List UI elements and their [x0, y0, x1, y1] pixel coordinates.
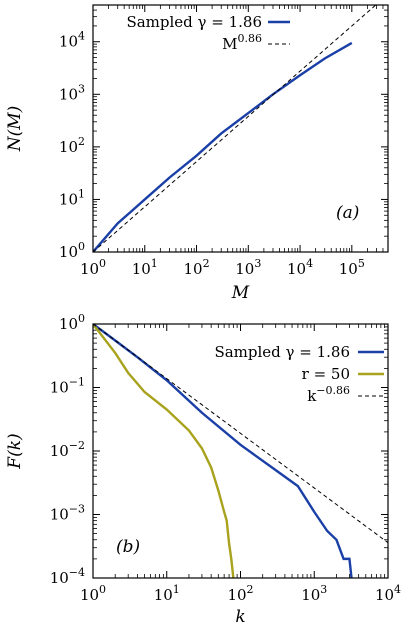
x-tick-label: 101 [132, 257, 158, 278]
y-tick-label: 10−4 [50, 566, 85, 587]
y-axis-label: F(k) [5, 433, 25, 469]
y-tick-label: 104 [59, 30, 85, 51]
x-axis-label: M [231, 283, 250, 303]
x-tick-label: 102 [227, 583, 253, 604]
series-line-1 [93, 5, 377, 252]
legend-label-1: r = 50 [302, 365, 350, 383]
y-tick-label: 10−3 [50, 503, 85, 524]
plot-frame [92, 4, 389, 253]
y-tick-label: 100 [59, 312, 85, 333]
series-line-1 [93, 324, 235, 578]
x-tick-label: 105 [339, 257, 365, 278]
x-tick-label: 103 [301, 583, 327, 604]
panel-label: (a) [336, 203, 359, 223]
panel-label: (b) [116, 537, 140, 557]
y-tick-label: 10−1 [50, 376, 85, 397]
legend-label-1: M0.86 [222, 32, 262, 53]
plot-frame [92, 323, 389, 579]
x-tick-label: 101 [154, 583, 180, 604]
y-axis-label: N(M) [5, 106, 25, 153]
y-tick-label: 101 [59, 187, 85, 208]
x-tick-label: 102 [183, 257, 209, 278]
legend-label-0: Sampled γ = 1.86 [126, 13, 262, 31]
x-tick-label: 104 [375, 583, 401, 604]
x-tick-label: 100 [80, 257, 106, 278]
x-tick-label: 103 [235, 257, 261, 278]
legend-label-2: k−0.86 [307, 384, 350, 405]
series-line-2 [93, 324, 388, 544]
y-tick-label: 103 [59, 82, 85, 103]
legend-label-0: Sampled γ = 1.86 [214, 343, 350, 361]
x-tick-label: 104 [287, 257, 313, 278]
chart-panel-b: 100 101 102 103 104 100 10−1 10−2 10−3 10−4 Sample… [5, 312, 401, 627]
y-tick-label: 100 [59, 240, 85, 261]
x-axis-label: k [235, 607, 245, 627]
y-tick-label: 102 [59, 135, 85, 156]
series-line-0 [93, 41, 353, 252]
chart-panel-a: 100 101 102 103 104 105 100 101 102 103 104 Sampled… [5, 4, 389, 303]
series-line-0 [93, 324, 353, 578]
y-tick-label: 10−2 [50, 439, 85, 460]
x-tick-label: 100 [80, 583, 106, 604]
